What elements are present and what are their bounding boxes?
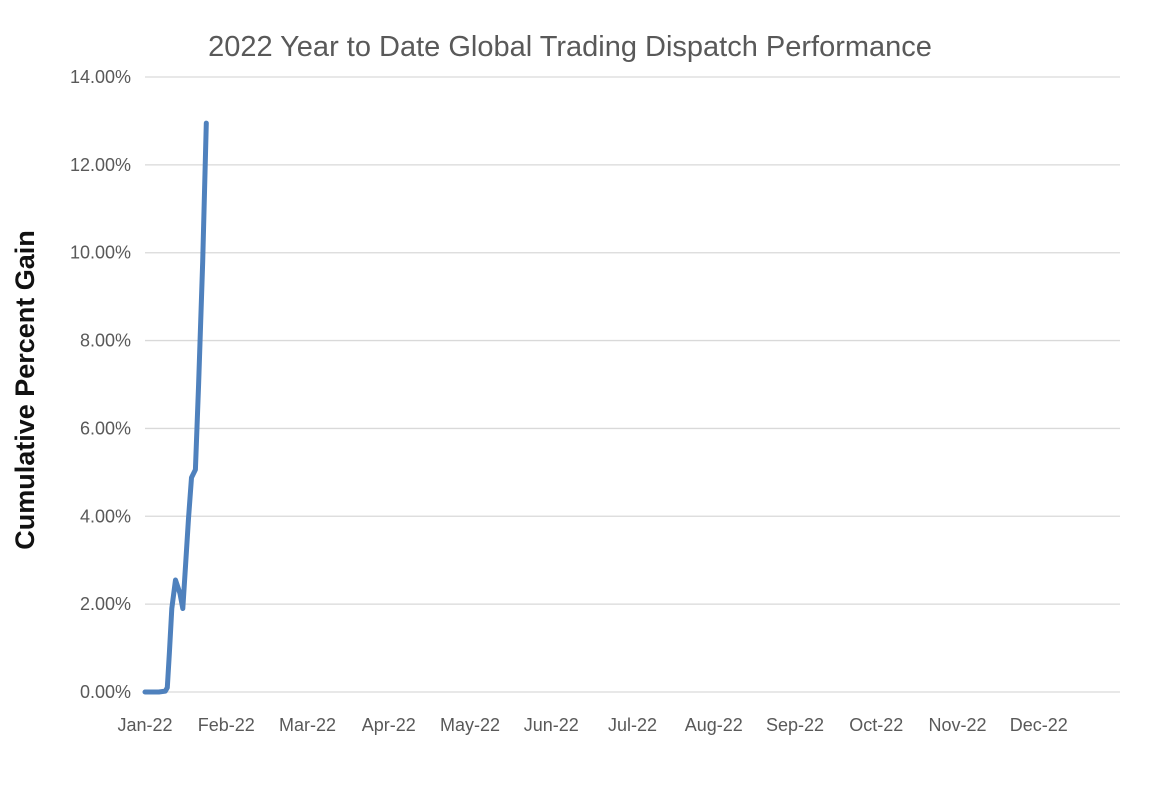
gridlines [145,76,1120,693]
chart-title: 2022 Year to Date Global Trading Dispatc… [208,31,932,63]
plot-area [142,120,209,695]
x-tick-label: Oct-22 [849,715,903,735]
x-tick-label: May-22 [440,715,500,735]
y-tick-label: 14.00% [70,67,131,87]
y-tick-label: 12.00% [70,155,131,175]
x-tick-label: Sep-22 [766,715,824,735]
x-tick-label: Jun-22 [524,715,579,735]
x-tick-label: Feb-22 [198,715,255,735]
y-tick-label: 4.00% [80,506,131,526]
x-tick-label: Jan-22 [117,715,172,735]
y-tick-label: 2.00% [80,594,131,614]
series-line [142,120,209,695]
x-axis-tick-labels: Jan-22 Feb-22 Mar-22 Apr-22 May-22 Jun-22 Jul-… [117,715,1067,735]
x-tick-label: Mar-22 [279,715,336,735]
x-tick-label: Dec-22 [1010,715,1068,735]
x-tick-label: Nov-22 [928,715,986,735]
y-axis-tick-labels: 0.00% 2.00% 4.00% 6.00% 8.00% 10.00% 12.00% 14.… [70,67,131,702]
y-axis-title: Cumulative Percent Gain [10,230,40,550]
x-tick-label: Aug-22 [685,715,743,735]
y-tick-label: 6.00% [80,418,131,438]
x-tick-label: Jul-22 [608,715,657,735]
y-tick-label: 0.00% [80,682,131,702]
y-tick-label: 10.00% [70,243,131,263]
x-tick-label: Apr-22 [362,715,416,735]
y-tick-label: 8.00% [80,331,131,351]
